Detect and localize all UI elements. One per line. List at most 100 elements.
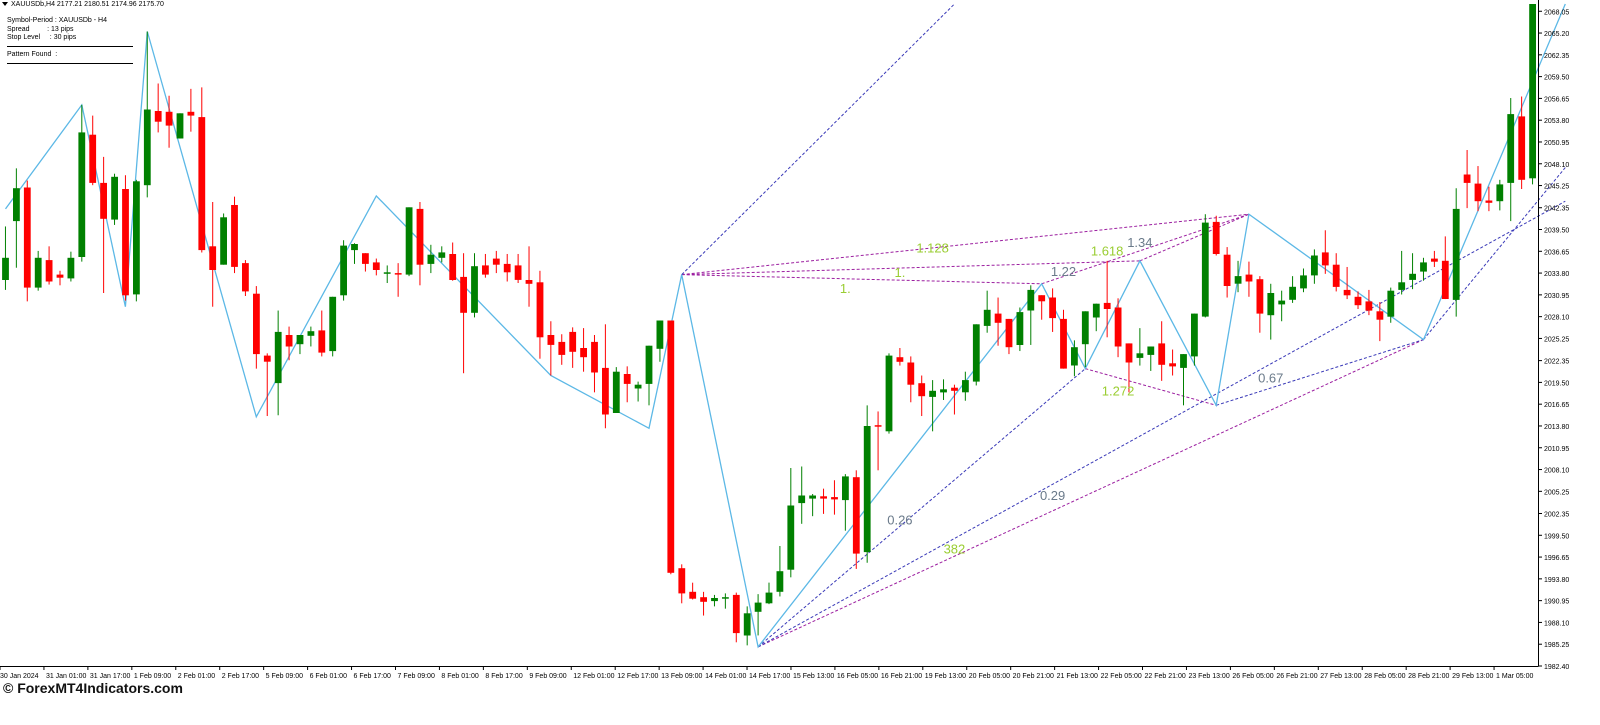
- candle: [722, 593, 729, 609]
- x-tick-label: 26 Feb 05:00: [1232, 673, 1273, 680]
- candle: [1125, 343, 1133, 393]
- candle: [165, 95, 173, 148]
- candle-body: [1201, 222, 1209, 317]
- candle-body: [1180, 354, 1187, 368]
- candle: [1038, 295, 1046, 320]
- fib-line-4: [1085, 368, 1217, 406]
- candle: [394, 263, 402, 297]
- candle: [89, 115, 97, 186]
- candle: [471, 253, 478, 318]
- dropdown-triangle-icon[interactable]: [2, 2, 8, 7]
- candle: [874, 411, 882, 471]
- candle-body: [656, 320, 664, 349]
- ratio-label: 1.272: [1102, 383, 1135, 398]
- candle-body: [1092, 303, 1100, 318]
- candle-body: [209, 246, 217, 270]
- y-tick-label: 2010.95: [1544, 446, 1569, 453]
- candle-body: [700, 597, 707, 602]
- candle-body: [351, 244, 358, 251]
- candle: [1027, 285, 1035, 345]
- candle: [732, 592, 740, 643]
- ratio-label: 0.26: [887, 513, 912, 528]
- candle: [23, 180, 31, 302]
- candle: [787, 468, 795, 578]
- x-tick-label: 12 Feb 01:00: [573, 673, 614, 680]
- candle-body: [962, 380, 969, 393]
- candle: [1092, 303, 1100, 332]
- x-tick-label: 16 Feb 05:00: [837, 673, 878, 680]
- fib-line-6: [1139, 213, 1250, 262]
- y-tick-label: 1982.40: [1544, 664, 1569, 671]
- candle: [1300, 268, 1307, 293]
- candle-body: [1365, 301, 1373, 311]
- candle-body: [896, 357, 904, 362]
- candle-body: [1212, 221, 1220, 254]
- x-tick-label: 31 Jan 01:00: [46, 673, 87, 680]
- candle-body: [56, 274, 64, 278]
- x-tick-label: 2 Feb 01:00: [178, 673, 215, 680]
- y-tick-label: 2028.10: [1544, 315, 1569, 322]
- candle: [743, 606, 751, 646]
- candle-body: [1147, 346, 1155, 355]
- candle-body: [482, 265, 489, 275]
- candle-body: [1136, 353, 1144, 358]
- y-tick-label: 1988.10: [1544, 620, 1569, 627]
- candle-body: [67, 257, 75, 279]
- x-tick-label: 7 Feb 09:00: [397, 673, 434, 680]
- candle: [1278, 290, 1286, 322]
- x-tick-label: 8 Feb 17:00: [485, 673, 522, 680]
- candle: [2, 226, 9, 290]
- candle: [1234, 260, 1242, 293]
- candle-body: [253, 293, 260, 355]
- candle: [253, 286, 260, 369]
- candle: [612, 367, 620, 413]
- x-tick-label: 27 Feb 13:00: [1320, 673, 1361, 680]
- candle-body: [1081, 311, 1089, 345]
- candle-body: [78, 132, 86, 257]
- x-tick-label: 20 Feb 05:00: [969, 673, 1010, 680]
- candle-body: [689, 591, 697, 599]
- candle: [1496, 179, 1504, 211]
- candle: [896, 347, 904, 366]
- y-tick-label: 2030.95: [1544, 293, 1569, 300]
- candle: [623, 366, 631, 403]
- candle-body: [274, 331, 282, 384]
- x-tick-label: 1 Mar 05:00: [1496, 673, 1533, 680]
- candle: [1409, 253, 1416, 290]
- candle: [547, 321, 555, 376]
- symbol-period-label: Symbol-Period : XAUUSDb - H4: [7, 17, 107, 24]
- candle-body: [907, 362, 915, 385]
- y-tick-label: 2056.65: [1544, 96, 1569, 103]
- watermark-text: © ForexMT4Indicators.com: [3, 680, 183, 696]
- x-tick-label: 21 Feb 13:00: [1057, 673, 1098, 680]
- candle: [1529, 4, 1536, 185]
- x-tick-label: 5 Feb 09:00: [266, 673, 303, 680]
- candle: [918, 375, 926, 417]
- x-tick-label: 12 Feb 17:00: [617, 673, 658, 680]
- y-tick-label: 2045.25: [1544, 184, 1569, 191]
- candle-body: [612, 371, 620, 413]
- fib-line-3: [681, 3, 955, 275]
- candle-body: [176, 113, 184, 139]
- info-divider-top: [7, 46, 133, 47]
- y-tick-label: 1999.50: [1544, 533, 1569, 540]
- x-tick-label: 14 Feb 01:00: [705, 673, 746, 680]
- candle-body: [1474, 183, 1482, 202]
- candle: [438, 246, 446, 263]
- candle-body: [754, 602, 762, 612]
- candle: [122, 175, 129, 301]
- candle-body: [558, 341, 566, 355]
- candle: [143, 31, 151, 198]
- info-divider-bottom: [7, 63, 133, 64]
- y-tick-label: 2048.10: [1544, 162, 1569, 169]
- candle-body: [929, 390, 936, 397]
- candle-body: [372, 262, 380, 270]
- fib-line-7: [757, 368, 1086, 648]
- candle: [351, 243, 358, 264]
- candle: [1071, 340, 1078, 377]
- candle-body: [1234, 276, 1242, 284]
- ratio-label: 1.34: [1127, 235, 1152, 250]
- y-tick-label: 2016.65: [1544, 402, 1569, 409]
